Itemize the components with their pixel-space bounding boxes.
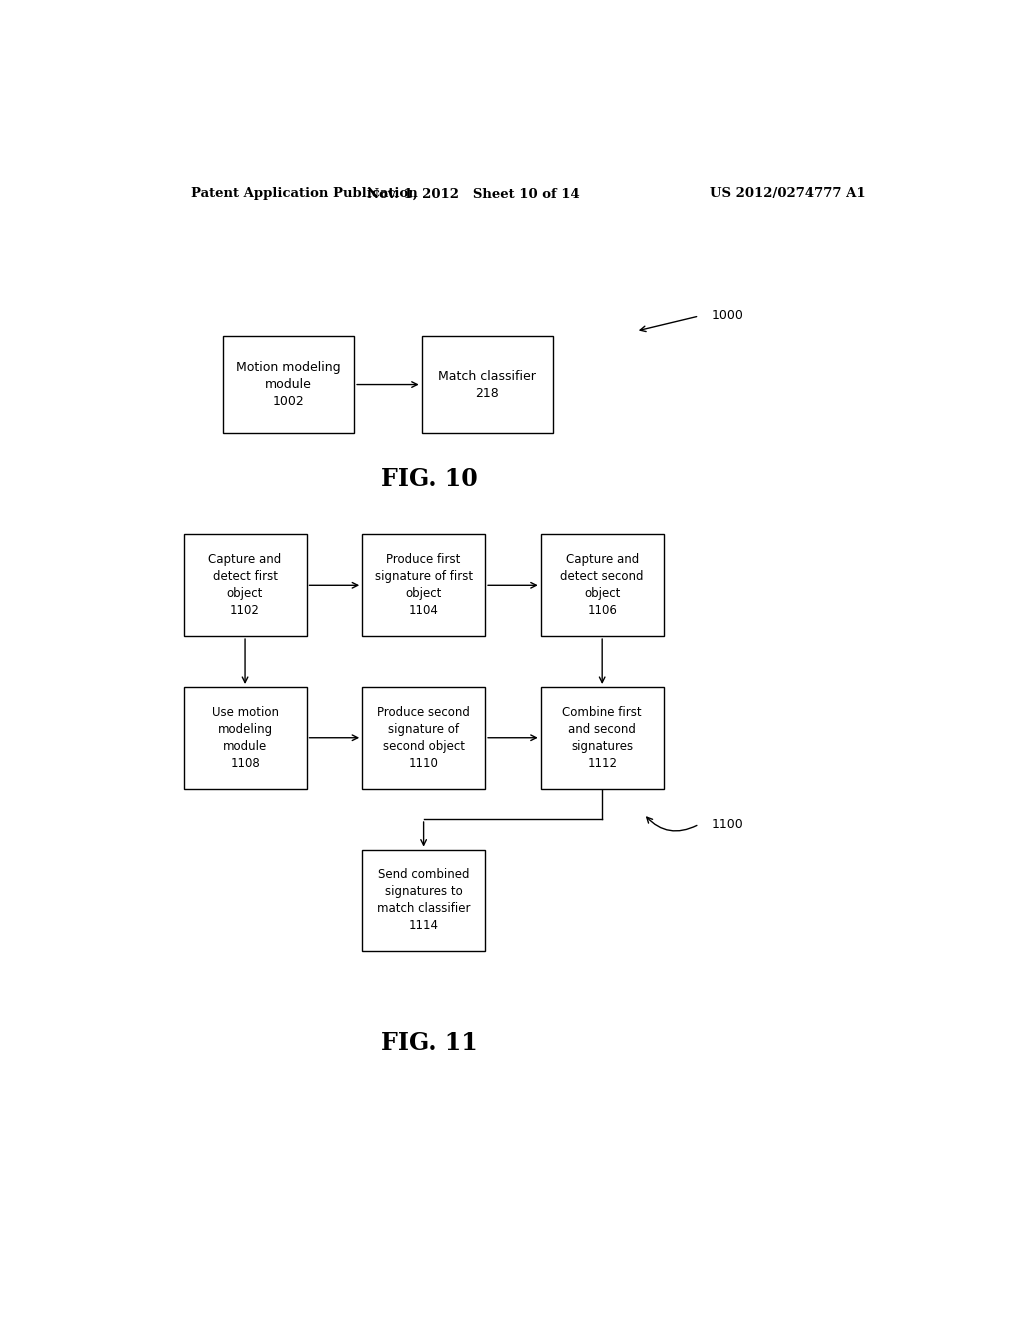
Text: 1000: 1000: [712, 309, 743, 322]
Text: FIG. 11: FIG. 11: [381, 1031, 478, 1055]
Text: Capture and
detect first
object
1102: Capture and detect first object 1102: [209, 553, 282, 618]
Bar: [541, 686, 664, 788]
Text: Capture and
detect second
object
1106: Capture and detect second object 1106: [560, 553, 644, 618]
Text: Send combined
signatures to
match classifier
1114: Send combined signatures to match classi…: [377, 869, 470, 932]
Text: Combine first
and second
signatures
1112: Combine first and second signatures 1112: [562, 706, 642, 770]
Text: Produce first
signature of first
object
1104: Produce first signature of first object …: [375, 553, 473, 618]
Bar: [183, 535, 306, 636]
Text: Match classifier
218: Match classifier 218: [438, 370, 536, 400]
Bar: [362, 535, 485, 636]
Text: FIG. 10: FIG. 10: [381, 466, 478, 491]
Text: Patent Application Publication: Patent Application Publication: [191, 187, 418, 201]
Bar: [362, 686, 485, 788]
Text: US 2012/0274777 A1: US 2012/0274777 A1: [711, 187, 866, 201]
Bar: [362, 850, 485, 952]
Bar: [422, 337, 553, 433]
Text: Produce second
signature of
second object
1110: Produce second signature of second objec…: [377, 706, 470, 770]
Bar: [223, 337, 354, 433]
Text: Nov. 1, 2012   Sheet 10 of 14: Nov. 1, 2012 Sheet 10 of 14: [367, 187, 580, 201]
Bar: [183, 686, 306, 788]
Text: Motion modeling
module
1002: Motion modeling module 1002: [237, 362, 341, 408]
Bar: [541, 535, 664, 636]
Text: 1100: 1100: [712, 817, 743, 830]
Text: Use motion
modeling
module
1108: Use motion modeling module 1108: [212, 706, 279, 770]
